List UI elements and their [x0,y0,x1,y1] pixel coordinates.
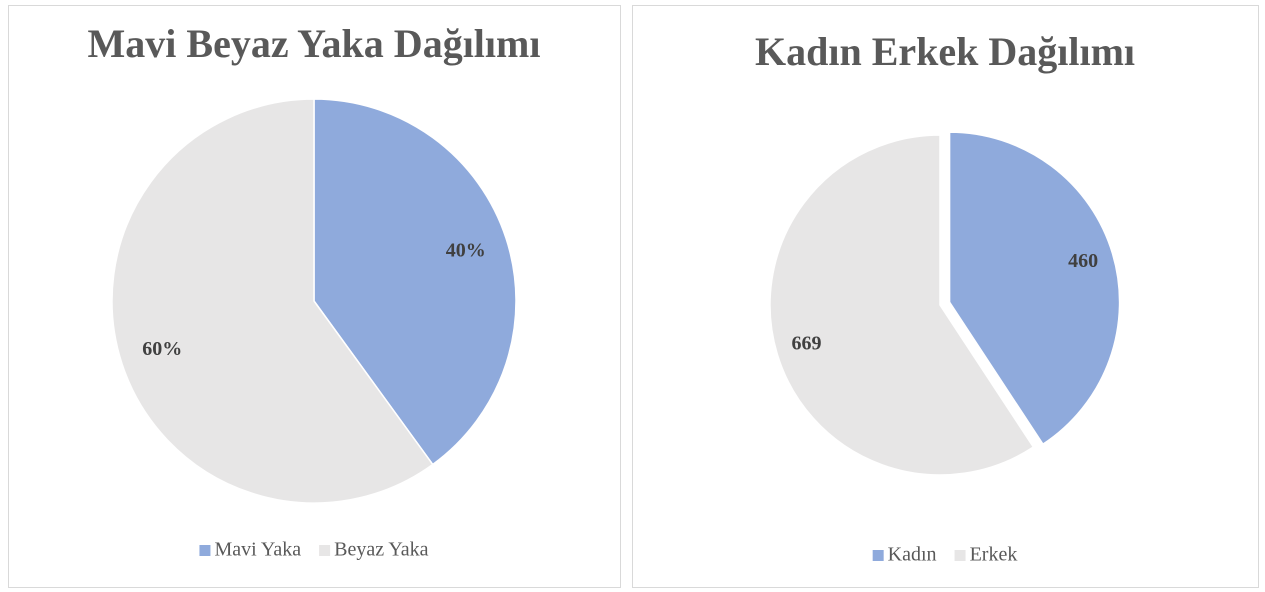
data-label: 60% [142,338,182,360]
pie-slice [948,131,1121,446]
pie-slice [111,98,434,504]
data-label: 460 [1068,250,1098,272]
data-label: 669 [791,333,821,355]
legend-swatch [319,545,331,556]
panel [632,5,1259,588]
pie-slice [313,98,517,466]
chart-title: Mavi Beyaz Yaka Dağılımı [88,21,541,66]
legend-swatch [954,550,966,561]
chart-title: Kadın Erkek Dağılımı [755,29,1135,74]
legend-label: Kadın [888,544,937,566]
legend-label: Erkek [970,544,1018,566]
data-label: 40% [446,239,486,261]
pie-slice [769,134,1035,476]
legend-swatch [872,550,884,561]
legend-label: Mavi Yaka [214,539,301,561]
legend-swatch [199,545,211,556]
legend-label: Beyaz Yaka [334,539,429,561]
